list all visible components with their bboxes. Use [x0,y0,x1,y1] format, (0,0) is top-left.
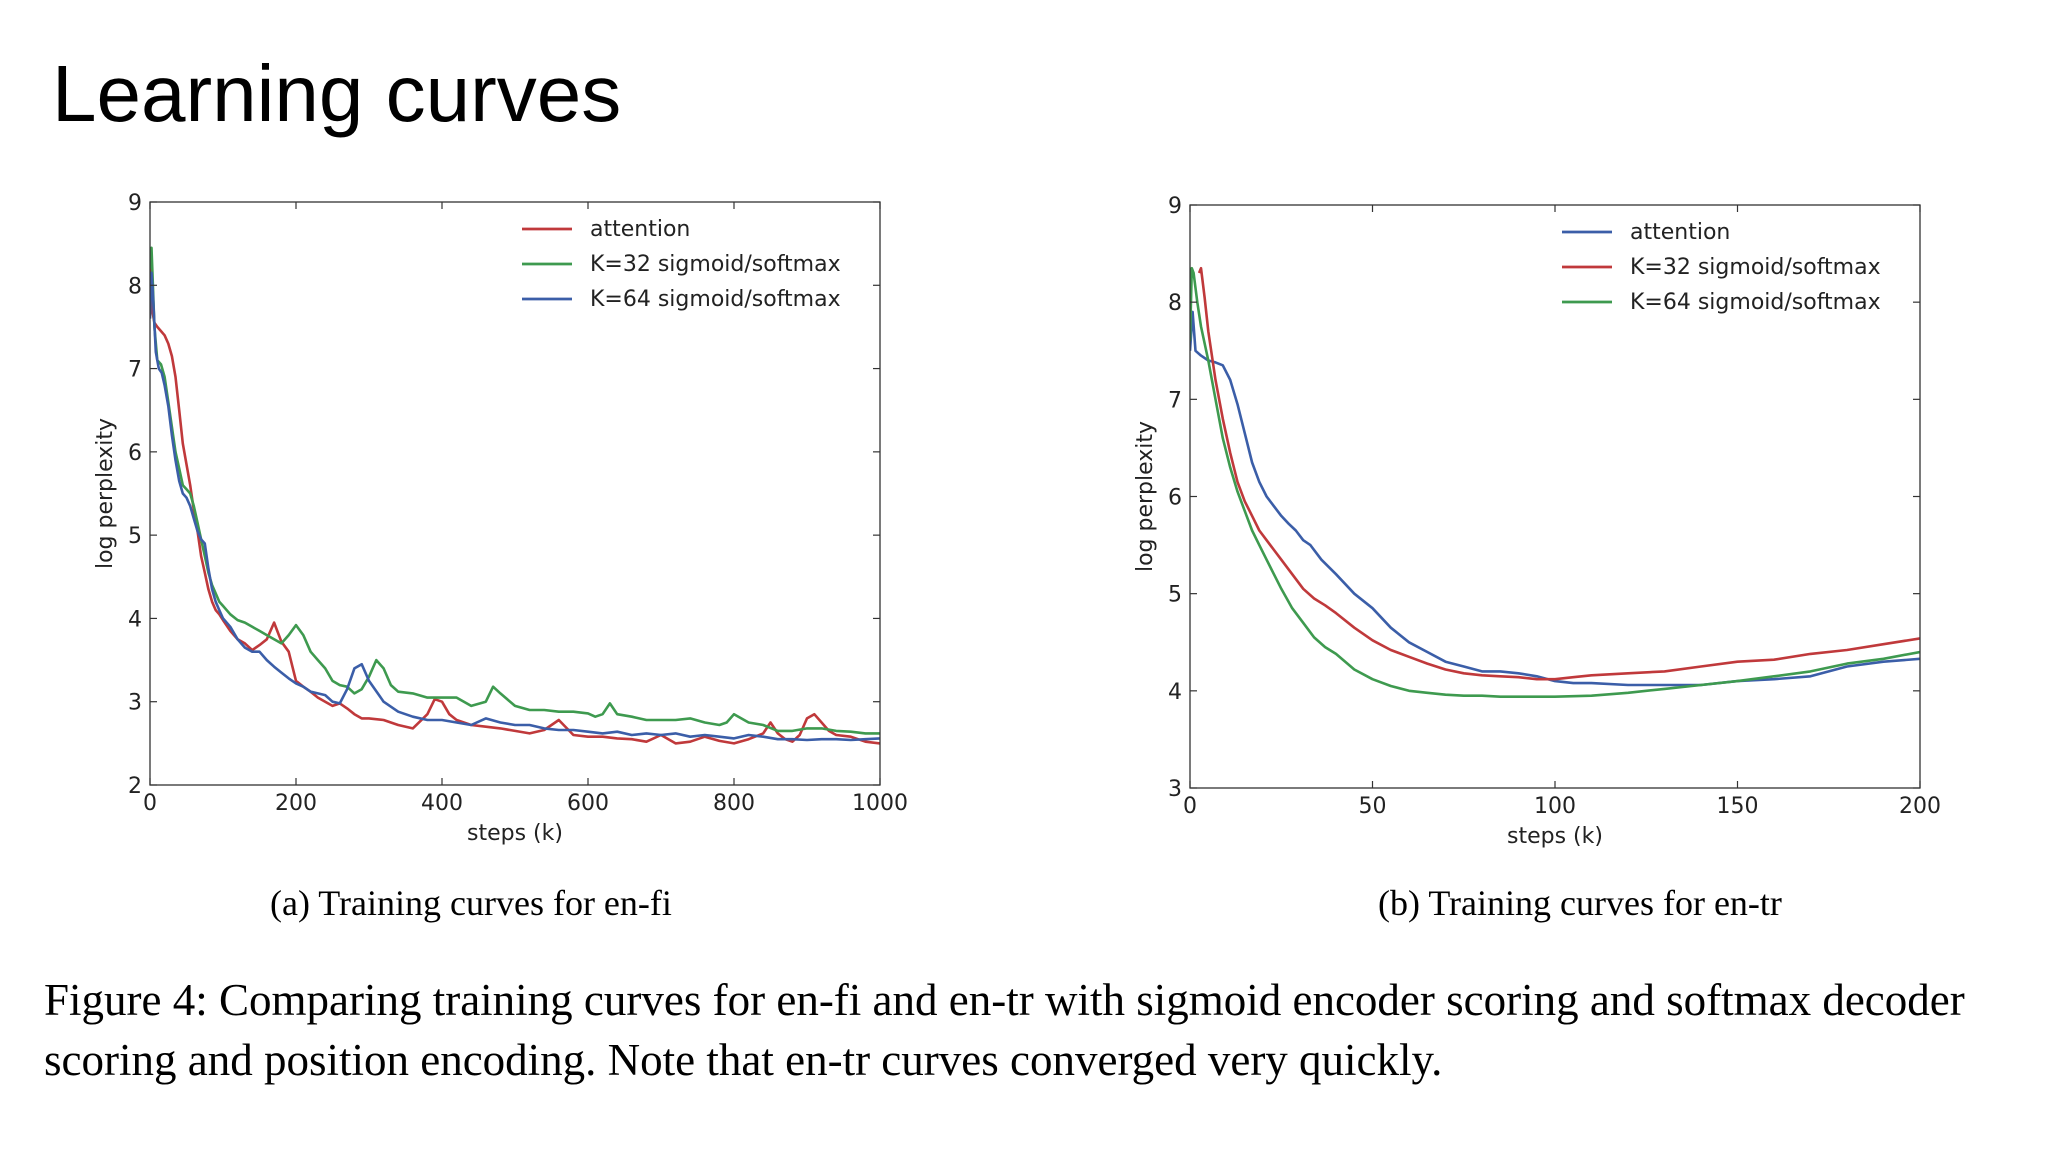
legend-label-2: K=32 sigmoid/softmax [1630,255,1881,280]
chart-en-fi: 0 200 400 600 800 1000 2 3 4 5 6 7 8 9 steps (k) log pe… [93,191,908,846]
legend-label-2: K=32 sigmoid/softmax [590,252,841,277]
y-axis-label: log perplexity [1133,421,1158,572]
y-tick-label: 6 [128,441,142,466]
x-tick-label: 1000 [852,791,908,816]
legend-label-3: K=64 sigmoid/softmax [1630,290,1881,315]
series-line-1 [150,256,880,745]
y-tick-label: 8 [128,274,142,299]
y-tick-label: 5 [1168,583,1182,608]
x-tick-label: 400 [421,791,463,816]
series-line-3 [150,271,880,742]
x-axis-label: steps (k) [467,821,563,846]
y-tick-label: 3 [128,691,142,716]
caption-b: (b) Training curves for en-tr [1378,883,1782,923]
y-tick-label: 7 [128,358,142,383]
x-tick-label: 200 [275,791,317,816]
x-tick-label: 200 [1899,794,1941,819]
series-line-2 [150,246,880,735]
x-tick-label: 600 [567,791,609,816]
y-tick-label: 3 [1168,777,1182,802]
y-tick-label: 7 [1168,388,1182,413]
y-axis-label: log perplexity [93,418,118,569]
plot-lines [1190,266,1920,698]
caption-a: (a) Training curves for en-fi [270,883,672,923]
series-line-3 [1190,266,1920,698]
series-line-2 [1197,266,1920,681]
slide-title: Learning curves [52,49,622,138]
y-tick-label: 6 [1168,486,1182,511]
y-tick-label: 9 [128,191,142,216]
y-tick-label: 4 [1168,680,1182,705]
plot-frame [149,201,881,786]
y-tick-label: 4 [128,607,142,632]
figure-caption: Figure 4: Comparing training curves for … [44,975,1965,1085]
y-tick-label: 5 [128,524,142,549]
legend-label-1: attention [1630,220,1730,245]
y-tick-label: 8 [1168,291,1182,316]
legend-label-1: attention [590,217,690,242]
x-tick-label: 100 [1534,794,1576,819]
chart-en-tr: 0 50 100 150 200 3 4 5 6 7 8 9 steps (k) log perplexi… [1133,194,1941,849]
plot-lines [150,246,880,745]
x-tick-label: 800 [713,791,755,816]
legend-label-3: K=64 sigmoid/softmax [590,287,841,312]
x-tick-label: 0 [1183,794,1197,819]
series-line-1 [1190,310,1920,687]
x-tick-label: 0 [143,791,157,816]
x-tick-label: 50 [1359,794,1387,819]
y-tick-label: 9 [1168,194,1182,219]
x-tick-label: 150 [1717,794,1759,819]
x-axis-label: steps (k) [1507,824,1603,849]
y-tick-label: 2 [128,774,142,799]
